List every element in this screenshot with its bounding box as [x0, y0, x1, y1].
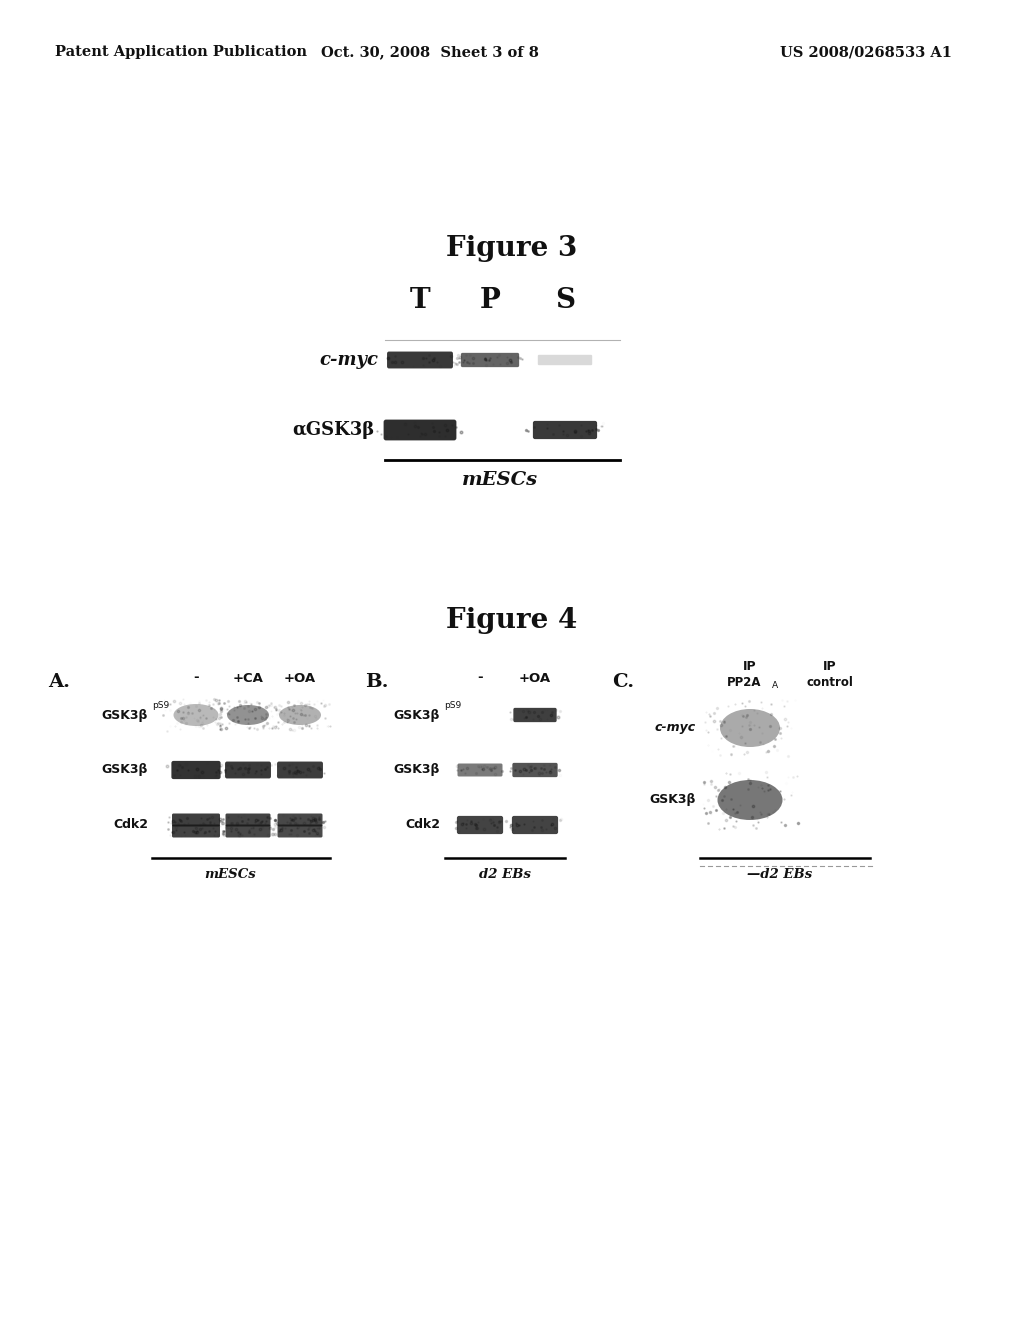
Text: PP2A: PP2A [727, 676, 761, 689]
Text: A: A [772, 681, 778, 690]
Text: mESCs: mESCs [462, 471, 538, 488]
Text: IP: IP [823, 660, 837, 672]
Ellipse shape [720, 709, 780, 747]
Text: +CA: +CA [232, 672, 263, 685]
Text: Figure 3: Figure 3 [446, 235, 578, 261]
Text: -: - [477, 672, 482, 685]
FancyBboxPatch shape [532, 421, 597, 440]
Ellipse shape [173, 704, 218, 726]
FancyBboxPatch shape [172, 825, 220, 837]
Text: Patent Application Publication: Patent Application Publication [55, 45, 307, 59]
FancyBboxPatch shape [461, 352, 519, 367]
Text: control: control [807, 676, 853, 689]
Text: US 2008/0268533 A1: US 2008/0268533 A1 [780, 45, 952, 59]
Text: B.: B. [365, 673, 388, 690]
Text: GSK3β: GSK3β [649, 793, 696, 807]
FancyBboxPatch shape [457, 816, 503, 834]
FancyBboxPatch shape [172, 813, 220, 826]
Text: -: - [194, 672, 199, 685]
FancyBboxPatch shape [538, 355, 592, 366]
Text: A.: A. [48, 673, 70, 690]
FancyBboxPatch shape [278, 813, 323, 826]
Text: GSK3β: GSK3β [393, 709, 440, 722]
Text: C.: C. [612, 673, 634, 690]
Text: T: T [410, 286, 430, 314]
FancyBboxPatch shape [225, 825, 270, 837]
Text: P: P [479, 286, 501, 314]
FancyBboxPatch shape [278, 762, 323, 779]
Text: Oct. 30, 2008  Sheet 3 of 8: Oct. 30, 2008 Sheet 3 of 8 [322, 45, 539, 59]
FancyBboxPatch shape [171, 760, 220, 779]
FancyBboxPatch shape [384, 420, 457, 441]
FancyBboxPatch shape [458, 763, 503, 776]
Text: pS9: pS9 [444, 701, 461, 710]
Text: Cdk2: Cdk2 [406, 818, 440, 832]
FancyBboxPatch shape [225, 762, 271, 779]
Text: GSK3β: GSK3β [101, 763, 148, 776]
Text: d2 EBs: d2 EBs [479, 869, 531, 882]
Text: Figure 4: Figure 4 [446, 606, 578, 634]
Text: mESCs: mESCs [204, 869, 256, 882]
FancyBboxPatch shape [512, 763, 558, 777]
Text: Cdk2: Cdk2 [113, 818, 148, 832]
Text: +OA: +OA [519, 672, 551, 685]
Text: c-myc: c-myc [319, 351, 378, 370]
FancyBboxPatch shape [513, 708, 557, 722]
Ellipse shape [279, 705, 321, 725]
Ellipse shape [718, 780, 782, 820]
Text: S: S [555, 286, 575, 314]
FancyBboxPatch shape [225, 813, 270, 826]
Text: GSK3β: GSK3β [393, 763, 440, 776]
Text: αGSK3β: αGSK3β [292, 421, 374, 440]
FancyBboxPatch shape [512, 816, 558, 834]
FancyBboxPatch shape [387, 351, 453, 368]
Text: +OA: +OA [284, 672, 316, 685]
FancyBboxPatch shape [278, 825, 323, 837]
Ellipse shape [227, 705, 269, 725]
Text: GSK3β: GSK3β [101, 709, 148, 722]
Text: IP: IP [743, 660, 757, 672]
Text: —d2 EBs: —d2 EBs [748, 869, 813, 882]
Text: pS9: pS9 [152, 701, 169, 710]
Text: c-myc: c-myc [655, 722, 696, 734]
